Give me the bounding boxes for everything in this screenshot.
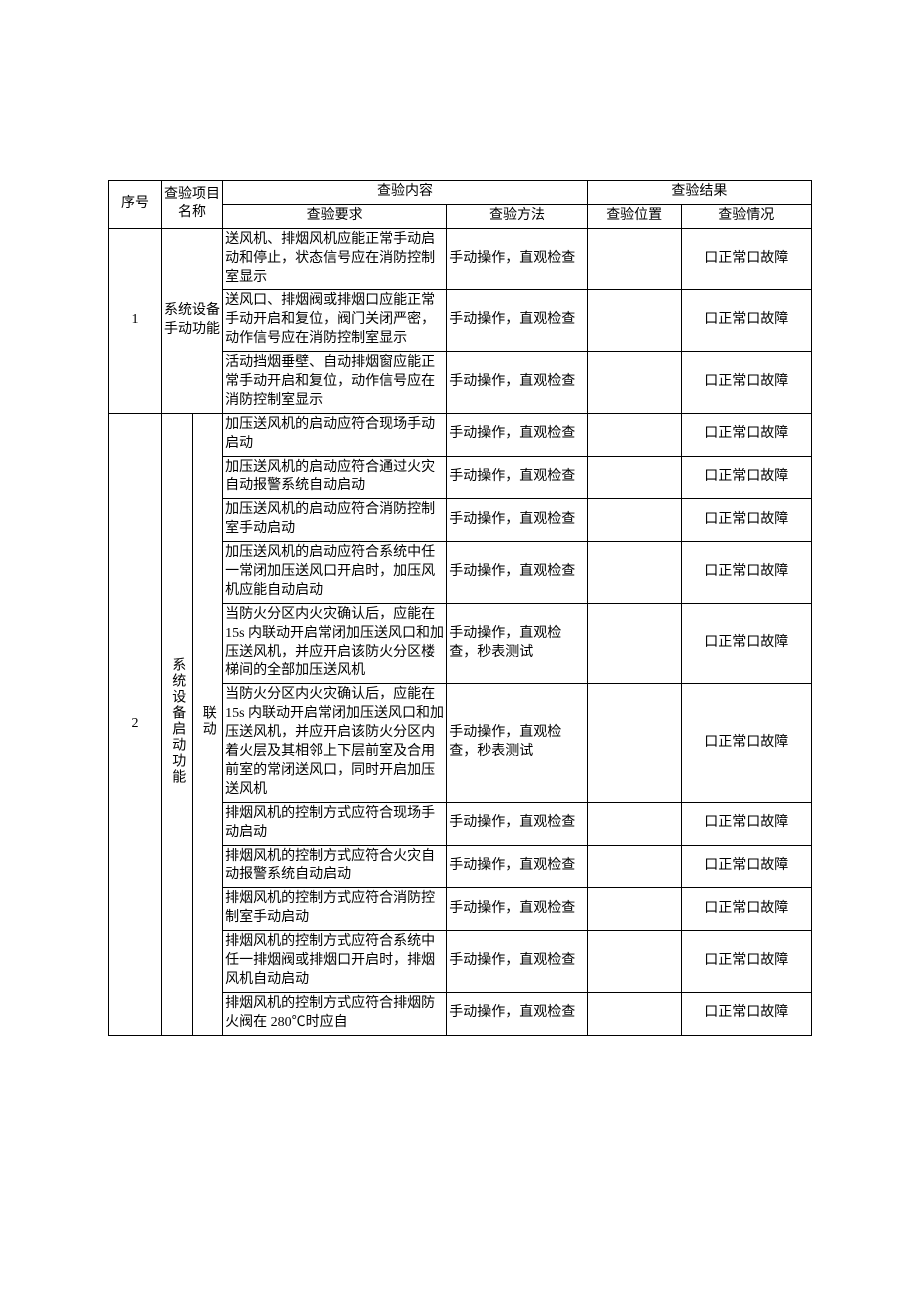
col-method: 查验方法 <box>447 204 588 228</box>
cell-loc <box>587 684 681 802</box>
cell-req: 活动挡烟垂壁、自动排烟窗应能正常手动开启和复位，动作信号应在消防控制室显示 <box>223 352 447 414</box>
cell-method: 手动操作，直观检查，秒表测试 <box>447 603 588 684</box>
cell-loc <box>587 290 681 352</box>
cell-method: 手动操作，直观检查 <box>447 413 588 456</box>
cell-status: 口正常口故障 <box>681 684 811 802</box>
cell-method: 手动操作，直观检查 <box>447 931 588 993</box>
cell-status: 口正常口故障 <box>681 542 811 604</box>
table-row: 1 系统设备手动功能 送风机、排烟风机应能正常手动启动和停止，状态信号应在消防控… <box>109 228 812 290</box>
cell-status: 口正常口故障 <box>681 603 811 684</box>
cell-loc <box>587 992 681 1035</box>
cell-status: 口正常口故障 <box>681 888 811 931</box>
col-name: 查验项目名称 <box>161 181 222 229</box>
cell-method: 手动操作，直观检查 <box>447 802 588 845</box>
col-seq: 序号 <box>109 181 162 229</box>
col-result: 查验结果 <box>587 181 811 205</box>
cell-loc <box>587 888 681 931</box>
cell-loc <box>587 228 681 290</box>
cell-method: 手动操作，直观检查 <box>447 992 588 1035</box>
cell-status: 口正常口故障 <box>681 992 811 1035</box>
cell-loc <box>587 456 681 499</box>
col-loc: 查验位置 <box>587 204 681 228</box>
cell-method: 手动操作，直观检查 <box>447 352 588 414</box>
cell-status: 口正常口故障 <box>681 845 811 888</box>
cell-loc <box>587 499 681 542</box>
cell-loc <box>587 931 681 993</box>
cell-req: 加压送风机的启动应符合消防控制室手动启动 <box>223 499 447 542</box>
inspection-table: 序号 查验项目名称 查验内容 查验结果 查验要求 查验方法 查验位置 查验情况 … <box>108 180 812 1036</box>
cell-method: 手动操作，直观检查 <box>447 228 588 290</box>
cell-status: 口正常口故障 <box>681 499 811 542</box>
cell-req: 加压送风机的启动应符合系统中任一常闭加压送风口开启时，加压风机应能自动启动 <box>223 542 447 604</box>
cell-status: 口正常口故障 <box>681 931 811 993</box>
cell-req: 加压送风机的启动应符合现场手动启动 <box>223 413 447 456</box>
cell-method: 手动操作，直观检查 <box>447 845 588 888</box>
document-page: 序号 查验项目名称 查验内容 查验结果 查验要求 查验方法 查验位置 查验情况 … <box>54 0 866 1076</box>
cell-req: 送风机、排烟风机应能正常手动启动和停止，状态信号应在消防控制室显示 <box>223 228 447 290</box>
cell-req: 排烟风机的控制方式应符合排烟防火阀在 280℃时应自 <box>223 992 447 1035</box>
cell-method: 手动操作，直观检查 <box>447 888 588 931</box>
cell-req: 当防火分区内火灾确认后，应能在 15s 内联动开启常闭加压送风口和加压送风机，并… <box>223 684 447 802</box>
cell-loc <box>587 413 681 456</box>
cell-req: 排烟风机的控制方式应符合火灾自动报警系统自动启动 <box>223 845 447 888</box>
cell-loc <box>587 802 681 845</box>
cell-req: 送风口、排烟阀或排烟口应能正常手动开启和复位，阀门关闭严密，动作信号应在消防控制… <box>223 290 447 352</box>
cell-seq: 2 <box>109 413 162 1035</box>
cell-loc <box>587 542 681 604</box>
cell-name: 联动 <box>192 413 223 1035</box>
cell-req: 加压送风机的启动应符合通过火灾自动报警系统自动启动 <box>223 456 447 499</box>
cell-req: 排烟风机的控制方式应符合消防控制室手动启动 <box>223 888 447 931</box>
cell-status: 口正常口故障 <box>681 413 811 456</box>
table-row: 2 系统设备启动功能 联动 加压送风机的启动应符合现场手动启动 手动操作，直观检… <box>109 413 812 456</box>
col-status: 查验情况 <box>681 204 811 228</box>
table-header-row: 序号 查验项目名称 查验内容 查验结果 <box>109 181 812 205</box>
cell-status: 口正常口故障 <box>681 456 811 499</box>
cell-method: 手动操作，直观检查，秒表测试 <box>447 684 588 802</box>
col-req: 查验要求 <box>223 204 447 228</box>
col-content: 查验内容 <box>223 181 588 205</box>
cell-seq: 1 <box>109 228 162 413</box>
cell-loc <box>587 603 681 684</box>
cell-loc <box>587 845 681 888</box>
cell-status: 口正常口故障 <box>681 228 811 290</box>
cell-name: 系统设备手动功能 <box>161 228 222 413</box>
cell-method: 手动操作，直观检查 <box>447 542 588 604</box>
vertical-label: 联动 <box>198 705 217 737</box>
vertical-label: 系统设备启动功能 <box>167 657 186 785</box>
cell-method: 手动操作，直观检查 <box>447 499 588 542</box>
cell-method: 手动操作，直观检查 <box>447 456 588 499</box>
cell-req: 排烟风机的控制方式应符合现场手动启动 <box>223 802 447 845</box>
cell-req: 排烟风机的控制方式应符合系统中任一排烟阀或排烟口开启时，排烟风机自动启动 <box>223 931 447 993</box>
cell-status: 口正常口故障 <box>681 352 811 414</box>
cell-method: 手动操作，直观检查 <box>447 290 588 352</box>
cell-status: 口正常口故障 <box>681 290 811 352</box>
cell-req: 当防火分区内火灾确认后，应能在 15s 内联动开启常闭加压送风口和加压送风机，并… <box>223 603 447 684</box>
cell-loc <box>587 352 681 414</box>
cell-name: 系统设备启动功能 <box>161 413 192 1035</box>
cell-status: 口正常口故障 <box>681 802 811 845</box>
